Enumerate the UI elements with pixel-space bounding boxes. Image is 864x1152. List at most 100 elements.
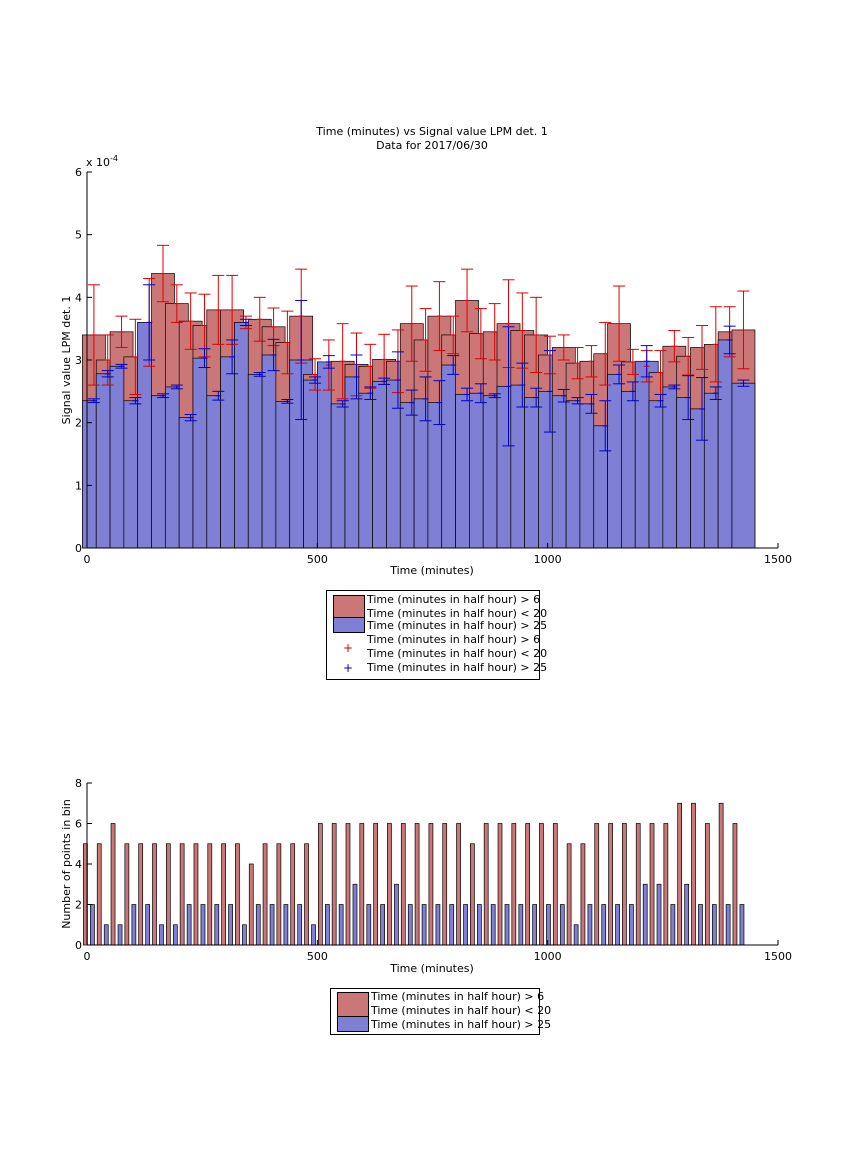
legend-marker-blue: + [342,661,354,675]
count-bar-blue [490,904,496,946]
count-bar-blue [269,904,275,946]
bottom-legend: Time (minutes in half hour) > 6 Time (mi… [330,988,551,1035]
count-bar-red [400,823,406,946]
x-tick-label: 500 [307,553,328,566]
count-bar-red [290,843,296,946]
bar-blue [731,382,756,549]
bottom-y-label: Number of points in bin [60,799,73,929]
count-bar-blue [228,904,233,946]
count-bar-blue [283,904,289,946]
count-bar-blue [615,904,620,946]
count-bar-red [677,802,683,946]
top-y-label: Signal value LPM det. 1 [60,296,73,425]
count-bar-red [414,823,420,946]
count-bar-red [235,843,240,946]
count-bar-blue [366,904,372,946]
x-tick-label: 0 [84,553,91,566]
count-bar-red [497,823,503,946]
count-bar-red [248,863,254,946]
x-tick-label: 0 [84,950,91,963]
x-tick-label: 1500 [764,950,792,963]
count-bar-blue [642,883,648,946]
count-bar-blue [311,924,316,946]
legend-label: Time (minutes in half hour) > 25 [371,1018,552,1031]
x-tick-label: 1000 [534,553,562,566]
legend-label: Time (minutes in half hour) > 6 [367,593,541,606]
count-bar-red [663,823,669,946]
count-bar-red [608,823,613,946]
y-exponent-label: x 10-4 [86,154,118,169]
count-bar-blue [601,904,607,946]
count-bar-red [456,823,461,946]
count-bar-red [221,843,226,946]
count-bar-red [138,843,144,946]
count-bar-blue [242,924,247,946]
count-bar-red [442,823,448,946]
count-bar-red [539,823,544,946]
legend-swatch-blue [337,1016,369,1032]
y-tick-label: 3 [75,354,82,367]
top-bars-layer [82,273,756,549]
count-bar-blue [338,904,344,946]
y-tick-label: 2 [75,899,82,912]
count-bar-blue [711,904,717,946]
count-chart: 0 2 4 6 8 0 500 1000 1500 Time (minutes) Number … [60,777,792,975]
count-bar-blue [325,904,330,946]
y-tick-label: 0 [75,939,82,952]
count-bar-red [124,843,130,946]
count-bar-red [331,823,337,946]
count-bar-red [152,843,157,946]
count-bar-blue [656,883,662,946]
count-bar-blue [463,904,468,946]
y-tick-label: 8 [75,777,82,790]
count-bar-blue [532,904,538,946]
count-bar-blue [407,904,413,946]
top-ticks-layer: 0 1 2 3 4 5 6 0 500 1000 1500 [75,166,792,566]
count-bar-red [304,843,309,946]
y-tick-label: 4 [75,291,82,304]
legend-label: Time (minutes in half hour) > 25 [367,619,548,632]
count-bar-blue [629,904,634,946]
count-bar-red [110,823,116,946]
count-bar-red [179,843,185,946]
count-bar-blue [255,904,261,946]
x-tick-label: 1000 [534,950,562,963]
top-x-label: Time (minutes) [389,564,474,577]
count-bar-red [594,823,600,946]
count-bar-blue [103,924,109,946]
legend-marker-red: + [342,641,354,655]
top-errorbars-layer [87,244,750,452]
count-bar-red [276,843,282,946]
chart-subtitle: Data for 2017/06/30 [376,139,488,152]
y-tick-label: 0 [75,542,82,555]
legend-swatch-blue [333,617,365,633]
y-tick-label: 4 [75,858,82,871]
count-bar-blue [172,924,178,946]
count-bar-red [96,843,102,946]
count-bar-blue [698,904,703,946]
count-bar-blue [518,904,524,946]
legend-swatch-red [337,992,369,1018]
count-bar-blue [684,883,690,946]
count-bar-blue [739,904,745,946]
count-bar-red [566,843,572,946]
top-legend: Time (minutes in half hour) > 6 Time (mi… [326,590,547,680]
y-tick-label: 2 [75,417,82,430]
y-tick-label: 5 [75,229,82,242]
signal-chart: Time (minutes) vs Signal value LPM det. … [60,125,792,577]
legend-label: Time (minutes in half hour) > 6 [371,990,545,1003]
count-bar-blue [186,904,192,946]
count-bar-red [345,823,351,946]
legend-label: Time (minutes in half hour) < 20 [367,607,548,620]
count-bar-blue [477,904,482,946]
count-bar-red [511,823,517,946]
count-bar-blue [725,904,731,946]
count-bar-red [359,823,365,946]
count-bar-red [704,823,710,946]
count-bar-blue [352,883,358,946]
count-bar-red [525,823,531,946]
count-bar-red [580,843,586,946]
y-tick-label: 6 [75,166,82,179]
count-bar-blue [587,904,593,946]
